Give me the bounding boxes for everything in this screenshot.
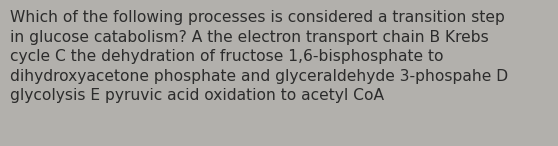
Text: Which of the following processes is considered a transition step
in glucose cata: Which of the following processes is cons…	[10, 10, 508, 104]
